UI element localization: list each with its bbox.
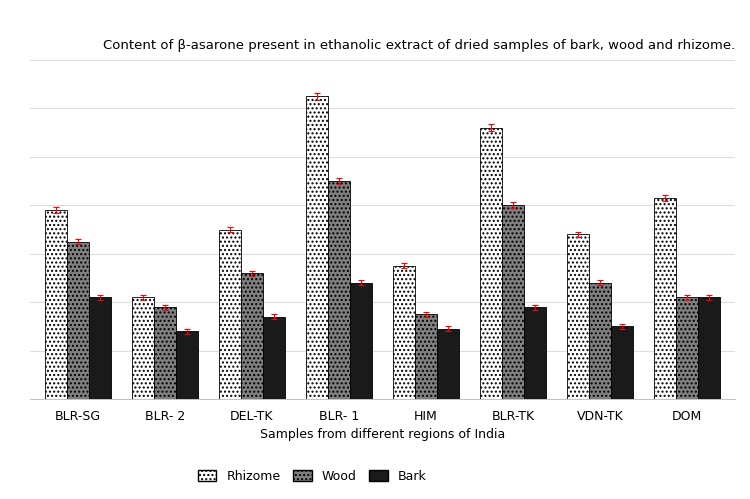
Bar xyxy=(437,329,459,399)
Bar xyxy=(306,96,328,399)
Bar xyxy=(262,317,284,399)
Text: Content of β-asarone present in ethanolic extract of dried samples of bark, wood: Content of β-asarone present in ethanoli… xyxy=(103,39,735,52)
Bar xyxy=(219,230,241,399)
Bar xyxy=(67,242,88,399)
Bar xyxy=(590,283,611,399)
Bar xyxy=(176,331,197,399)
Bar xyxy=(350,283,371,399)
Bar xyxy=(698,297,720,399)
Bar xyxy=(481,128,502,399)
Bar xyxy=(132,297,154,399)
Bar xyxy=(241,273,262,399)
Bar xyxy=(88,297,110,399)
Bar xyxy=(524,307,546,399)
Bar xyxy=(394,266,416,399)
Bar xyxy=(611,326,633,399)
Bar xyxy=(568,235,590,399)
Bar xyxy=(154,307,176,399)
Bar xyxy=(676,297,698,399)
Bar xyxy=(45,210,67,399)
Bar xyxy=(416,314,437,399)
X-axis label: Samples from different regions of India: Samples from different regions of India xyxy=(260,428,506,441)
Legend: Rhizome, Wood, Bark: Rhizome, Wood, Bark xyxy=(193,465,431,488)
Bar xyxy=(328,181,350,399)
Bar xyxy=(503,205,524,399)
Bar xyxy=(655,198,676,399)
